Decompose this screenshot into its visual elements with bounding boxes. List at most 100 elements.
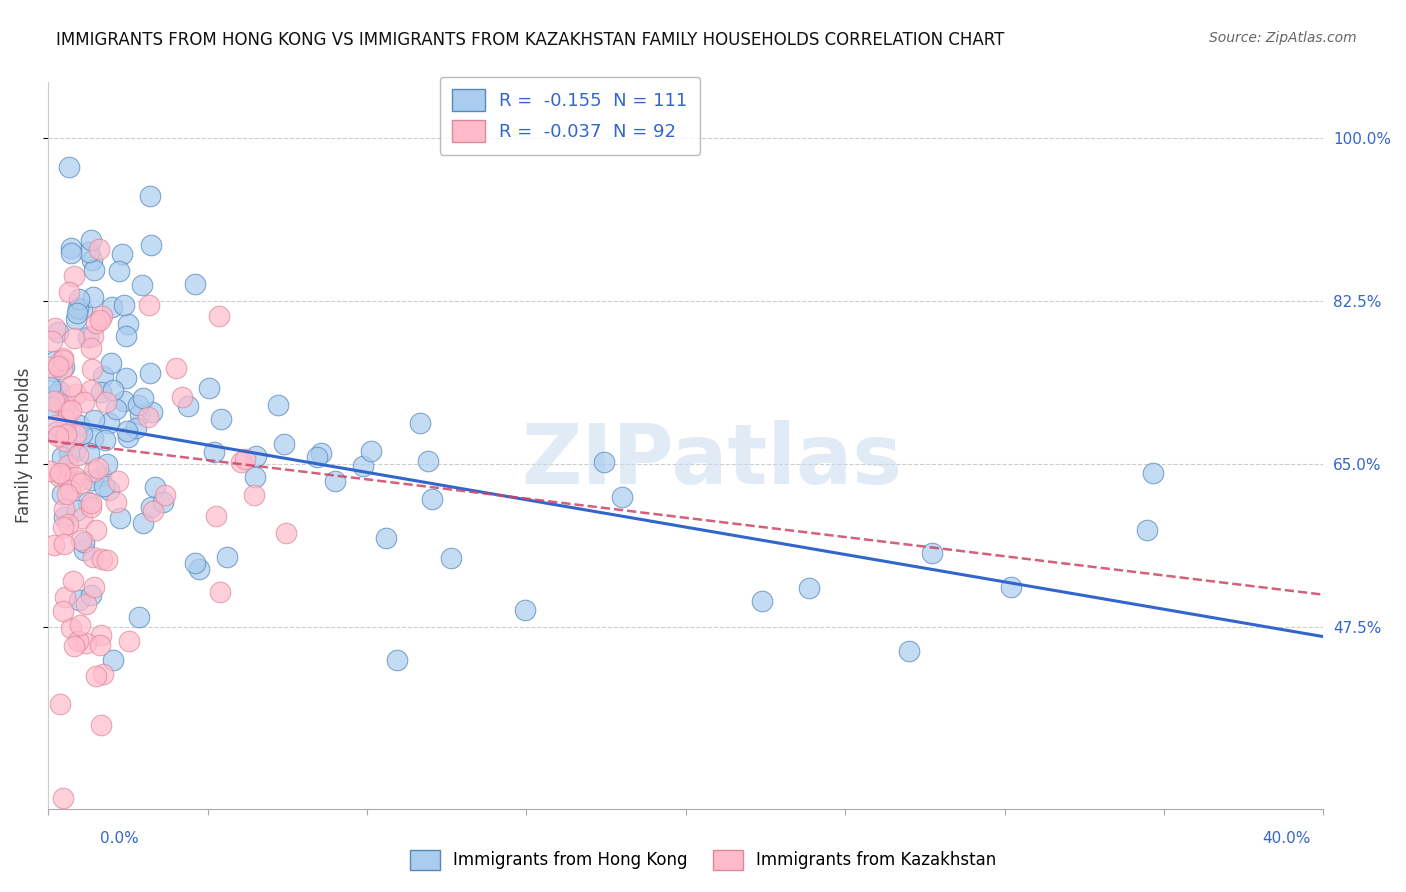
Point [55,427,77,442]
Point [80,495,103,509]
Point [139,238,162,252]
Point [55,487,77,501]
Point [82,329,104,343]
Point [55,413,77,427]
Point [48,468,70,483]
Point [44,354,66,368]
Point [127,398,149,412]
Point [323,474,346,488]
Point [52,510,75,524]
Point [132,516,155,530]
Point [84,316,107,330]
Point [65,426,87,441]
Point [62,331,84,345]
Y-axis label: Family Households: Family Households [15,368,32,524]
Point [67,301,90,315]
Point [208,584,231,599]
Point [82,290,104,304]
Point [73,394,96,409]
Point [44,321,66,335]
Point [1142,466,1164,480]
Point [115,425,138,439]
Point [48,395,70,409]
Point [67,417,90,432]
Point [52,537,75,551]
Point [65,469,87,483]
Point [56,458,79,473]
Point [165,361,187,376]
Point [385,653,408,667]
Point [83,464,105,478]
Point [215,550,238,565]
Point [62,574,84,588]
Point [55,398,77,412]
Point [67,474,90,488]
Point [152,494,174,508]
Point [132,391,155,405]
Point [69,618,91,632]
Point [267,398,290,412]
Point [307,450,329,464]
Point [38,359,60,374]
Point [202,445,225,459]
Point [52,467,75,482]
Point [80,383,103,397]
Point [59,246,82,260]
Point [117,317,139,331]
Point [70,511,93,525]
Point [751,594,773,608]
Point [276,525,298,540]
Point [111,246,134,260]
Text: Source: ZipAtlas.com: Source: ZipAtlas.com [1209,31,1357,45]
Point [115,370,138,384]
Point [205,508,228,523]
Point [67,592,90,607]
Point [45,417,67,432]
Point [352,458,374,473]
Point [177,399,200,413]
Point [59,403,82,417]
Point [129,407,152,421]
Point [70,302,93,317]
Point [76,330,98,344]
Point [612,491,634,505]
Point [138,189,160,203]
Point [80,500,103,515]
Point [143,480,166,494]
Point [75,636,97,650]
Point [117,430,139,444]
Point [52,352,75,367]
Point [51,450,73,465]
Point [897,643,920,657]
Point [89,638,111,652]
Point [94,395,117,409]
Point [243,470,266,484]
Point [60,241,83,255]
Point [131,277,153,292]
Point [104,402,127,417]
Point [72,535,94,549]
Point [90,718,112,732]
Point [309,446,332,460]
Point [83,580,105,594]
Point [73,543,96,558]
Point [66,633,89,648]
Point [46,325,69,339]
Point [67,292,90,306]
Point [79,341,101,355]
Point [41,334,63,348]
Text: ZIPatlas: ZIPatlas [520,419,901,500]
Point [90,384,112,399]
Point [107,474,129,488]
Point [593,455,616,469]
Point [1000,580,1022,594]
Point [42,538,65,552]
Point [418,454,440,468]
Text: 40.0%: 40.0% [1263,831,1310,846]
Point [52,502,75,516]
Point [75,597,97,611]
Point [82,432,104,446]
Point [139,366,162,380]
Point [87,243,110,257]
Point [58,285,80,299]
